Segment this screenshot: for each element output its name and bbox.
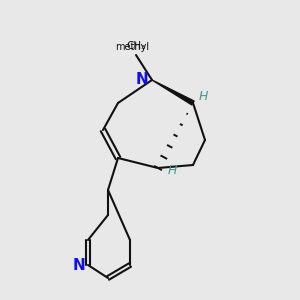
Text: CH₃: CH₃ [126,41,146,51]
Text: N: N [136,71,148,86]
Text: H: H [167,164,177,178]
Text: N: N [73,257,85,272]
Text: H: H [198,91,208,103]
Polygon shape [152,80,194,105]
Text: methyl: methyl [115,42,149,52]
